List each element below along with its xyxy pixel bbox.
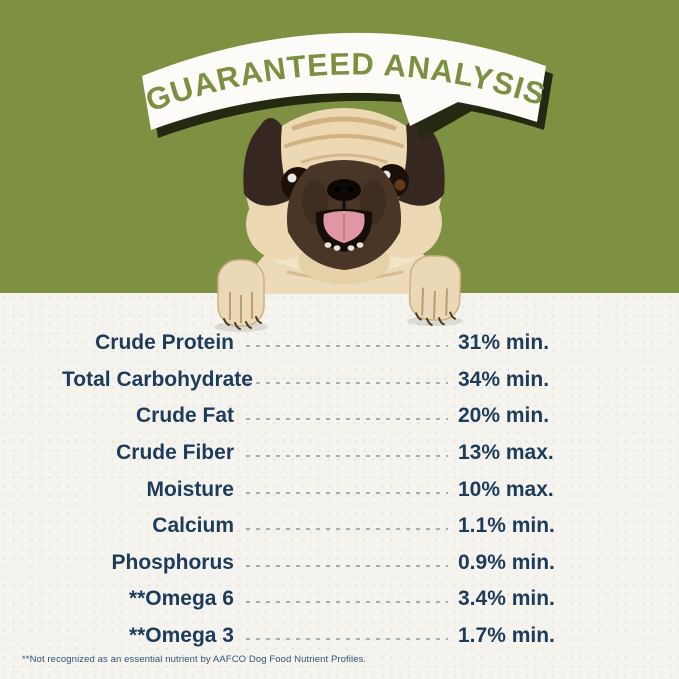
analysis-row: **Omega 3 1.7% min. [62,618,556,655]
banner-ribbon [142,32,546,130]
dog-teeth [324,242,364,251]
nutrient-value: 34% min. [458,367,550,391]
dotted-leader [246,564,448,567]
nutrient-value: 3.4% min. [458,587,555,611]
dog-right-ear [398,118,445,206]
dotted-leader [246,381,448,384]
nutrient-label: Crude Protein [95,331,234,355]
dog-right-paw [408,255,462,326]
nutrient-label: Total Carbohydrate [62,367,253,391]
nutrient-label: **Omega 3 [128,624,234,648]
nutrient-label: Crude Fiber [116,441,234,465]
analysis-row: Moisture 10% max. [62,471,556,508]
guaranteed-analysis-table: Crude Protein 31% min. Total Carbohydrate 3… [62,325,556,654]
dotted-leader [246,528,448,531]
nutrient-value: 31% min. [458,331,550,355]
nutrient-label: Phosphorus [111,550,234,574]
dotted-leader [246,491,448,494]
analysis-row: Total Carbohydrate 34% min. [62,362,556,399]
dotted-leader [246,455,448,458]
paper-ledge-background [0,293,679,679]
dotted-leader [246,601,448,604]
guaranteed-analysis-banner: GUARANTEED ANALYSIS [141,32,553,140]
nutrient-value: 1.7% min. [458,624,555,648]
dog-left-paw [217,259,265,330]
dog-left-ear [243,118,290,206]
aafco-footnote: **Not recognized as an essential nutrien… [22,654,367,665]
analysis-row: Phosphorus 0.9% min. [62,545,556,582]
dotted-leader [246,418,448,421]
nutrient-value: 10% max. [458,477,554,501]
nutrient-label: **Omega 6 [128,587,234,611]
pug-photo [214,108,463,332]
nutrient-label: Moisture [146,477,234,501]
dog-nose [327,179,361,201]
nutrient-value: 20% min. [458,404,550,428]
analysis-row: Crude Fiber 13% max. [62,435,556,472]
analysis-row: Calcium 1.1% min. [62,508,556,545]
analysis-row: Crude Protein 31% min. [62,325,556,362]
dotted-leader [246,638,448,641]
nutrient-label: Calcium [152,514,234,538]
nutrient-value: 0.9% min. [458,550,555,574]
nutrient-label: Crude Fat [135,404,234,428]
nutrient-value: 1.1% min. [458,514,555,538]
analysis-row: **Omega 6 3.4% min. [62,581,556,618]
dotted-leader [246,345,448,348]
nutrient-value: 13% max. [458,441,554,465]
analysis-row: Crude Fat 20% min. [62,398,556,435]
